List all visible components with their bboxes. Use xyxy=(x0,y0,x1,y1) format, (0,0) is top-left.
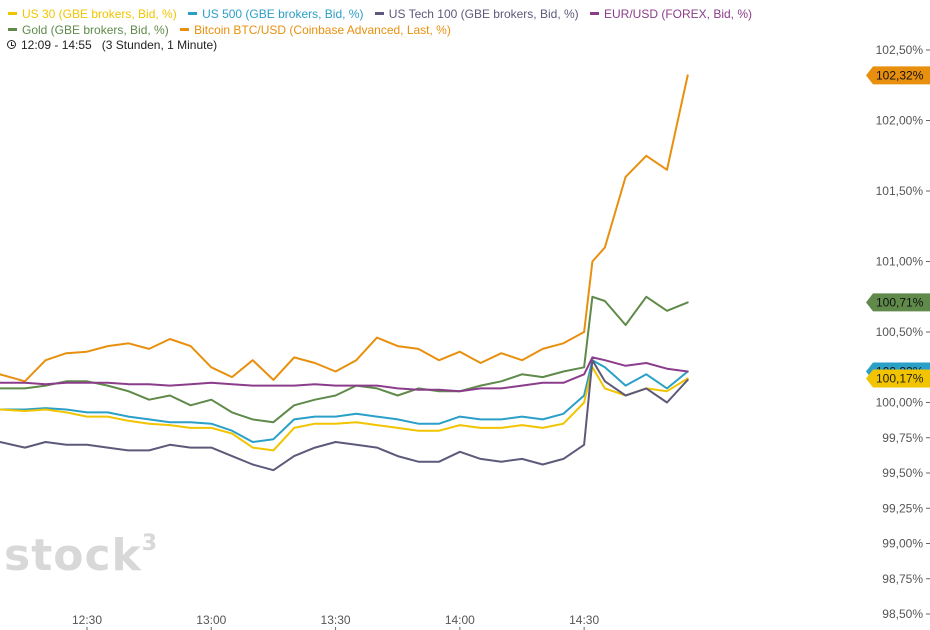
legend-swatch-ustech100 xyxy=(374,12,384,16)
x-tick-label: 13:30 xyxy=(321,613,351,627)
legend-item-us500[interactable]: US 500 (GBE brokers, Bid, %) xyxy=(188,6,363,22)
legend-swatch-us30 xyxy=(8,12,17,16)
series-line xyxy=(0,74,689,383)
legend-item-gold[interactable]: Gold (GBE brokers, Bid, %) xyxy=(8,22,169,38)
last-value-tag-label: 100,17% xyxy=(876,372,924,386)
legend-label-ustech100: US Tech 100 (GBE brokers, Bid, %) xyxy=(388,7,579,21)
y-tick-label: 102,50% xyxy=(876,43,924,57)
y-tick-label: 99,00% xyxy=(882,537,923,551)
last-value-tag: 100,71% xyxy=(866,293,930,312)
time-range-span: (3 Stunden, 1 Minute) xyxy=(101,38,218,52)
last-value-tag-shape xyxy=(866,369,930,388)
legend-swatch-eurusd xyxy=(590,12,599,16)
y-tick-label: 98,75% xyxy=(882,572,923,586)
series-line xyxy=(0,366,689,452)
series-line xyxy=(0,359,689,472)
y-tick-label: 102,00% xyxy=(876,114,924,128)
clock-icon xyxy=(7,40,16,50)
watermark-sup: 3 xyxy=(141,531,159,557)
x-tick-label: 13:00 xyxy=(196,613,226,627)
legend-label-eurusd: EUR/USD (FOREX, Bid, %) xyxy=(604,7,753,21)
legend-swatch-gold xyxy=(8,28,17,32)
chart-legend: US 30 (GBE brokers, Bid, %) US 500 (GBE … xyxy=(8,6,908,38)
time-range: 12:09 - 14:55 (3 Stunden, 1 Minute) xyxy=(7,38,217,52)
legend-item-ustech100[interactable]: US Tech 100 (GBE brokers, Bid, %) xyxy=(374,6,579,22)
legend-swatch-bitcoin xyxy=(180,28,190,32)
series-line xyxy=(0,356,689,393)
y-tick-label: 101,50% xyxy=(876,184,924,198)
legend-label-gold: Gold (GBE brokers, Bid, %) xyxy=(22,23,169,37)
x-tick-label: 14:30 xyxy=(569,613,599,627)
watermark-brand: stock xyxy=(4,530,142,581)
y-tick-label: 100,00% xyxy=(876,396,924,410)
legend-label-bitcoin: Bitcoin BTC/USD (Coinbase Advanced, Last… xyxy=(194,23,451,37)
legend-item-us30[interactable]: US 30 (GBE brokers, Bid, %) xyxy=(8,6,177,22)
x-tick-label: 12:30 xyxy=(72,613,102,627)
last-value-tag: 102,32% xyxy=(866,66,930,85)
legend-item-eurusd[interactable]: EUR/USD (FOREX, Bid, %) xyxy=(590,6,752,22)
legend-item-bitcoin[interactable]: Bitcoin BTC/USD (Coinbase Advanced, Last… xyxy=(180,22,451,38)
legend-row-1: US 30 (GBE brokers, Bid, %) US 500 (GBE … xyxy=(8,6,908,22)
y-tick-label: 99,25% xyxy=(882,501,923,515)
last-value-tag-shape xyxy=(866,293,930,312)
series-line xyxy=(0,359,689,443)
y-tick-label: 98,50% xyxy=(882,607,923,621)
time-range-text: 12:09 - 14:55 xyxy=(21,38,92,52)
y-tick-label: 101,00% xyxy=(876,255,924,269)
y-tick-label: 99,75% xyxy=(882,431,923,445)
y-tick-label: 100,50% xyxy=(876,325,924,339)
legend-swatch-us500 xyxy=(188,12,198,16)
last-value-tag-label: 100,71% xyxy=(876,295,924,309)
legend-label-us30: US 30 (GBE brokers, Bid, %) xyxy=(22,7,177,21)
stock3-watermark-logo: stock3 xyxy=(4,530,158,581)
last-value-tag-label: 102,32% xyxy=(876,68,924,82)
last-value-tag-shape xyxy=(866,66,930,85)
legend-label-us500: US 500 (GBE brokers, Bid, %) xyxy=(202,7,364,21)
x-tick-label: 14:00 xyxy=(445,613,475,627)
legend-row-2: Gold (GBE brokers, Bid, %) Bitcoin BTC/U… xyxy=(8,22,908,38)
y-tick-label: 99,50% xyxy=(882,466,923,480)
last-value-tag: 100,17% xyxy=(866,369,930,388)
